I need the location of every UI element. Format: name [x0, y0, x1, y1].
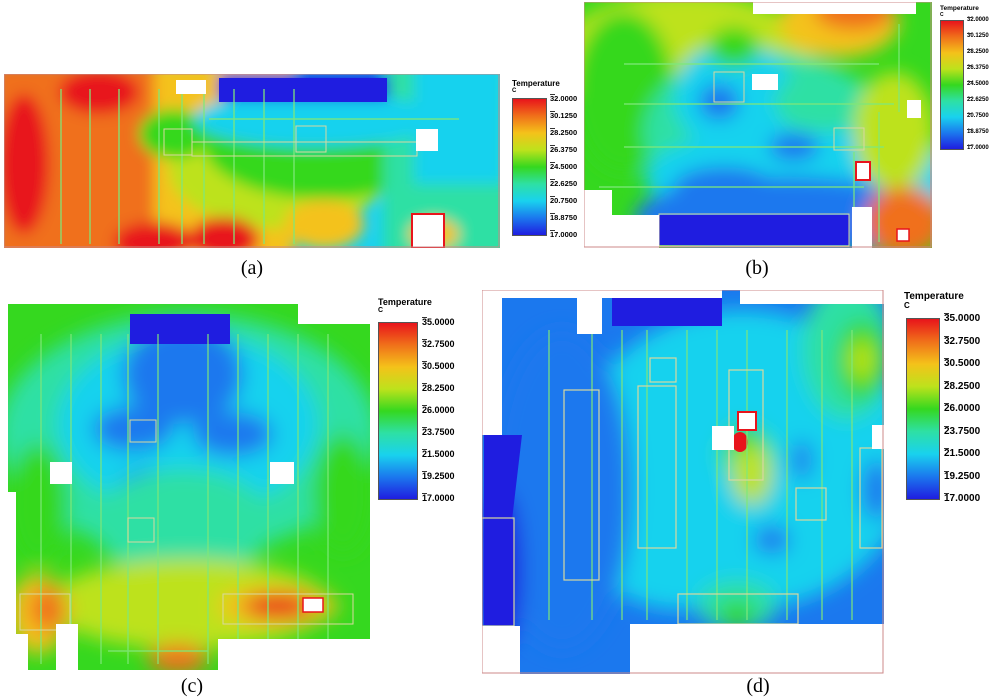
legend-tick: 30.1250	[967, 33, 989, 39]
legend-tick: 30.5000	[422, 361, 455, 371]
legend-tick: 22.6250	[967, 97, 989, 103]
legend-tick: 35.0000	[422, 317, 455, 327]
temperature-contour-map-c	[8, 294, 370, 670]
legend-tick: 23.7500	[944, 425, 981, 437]
legend-tick: 28.2500	[944, 380, 981, 392]
legend-title: Temperature	[904, 291, 964, 302]
legend-tick: 26.0000	[422, 405, 455, 415]
legend-tick: 18.8750	[967, 129, 989, 135]
temperature-contour-map-d	[482, 290, 884, 674]
legend-title: Temperature	[940, 5, 979, 12]
legend-unit: C	[378, 307, 384, 314]
legend-tick: 32.0000	[550, 94, 578, 103]
legend-tick: 17.0000	[944, 493, 981, 504]
legend-tick: 17.0000	[550, 230, 578, 239]
legend-tick: 35.0000	[944, 313, 981, 324]
legend-tick: 20.7500	[550, 196, 578, 205]
panel-caption-a: (a)	[240, 257, 264, 279]
legend-tick: 26.3750	[550, 145, 578, 154]
legend-tick: 32.7500	[422, 339, 455, 349]
legend-tick: 21.5000	[944, 448, 981, 459]
legend-color-bar	[378, 322, 418, 500]
temperature-legend-d: Temperature C 35.0000 32.7500 30.5000 28…	[904, 292, 998, 506]
legend-tick: 26.0000	[944, 403, 981, 414]
legend-tick: 28.2500	[550, 128, 578, 137]
legend-tick: 28.2500	[967, 49, 989, 55]
legend-tick: 24.5000	[550, 162, 578, 171]
legend-tick: 30.1250	[550, 111, 578, 120]
temperature-contour-map-a	[4, 74, 500, 248]
legend-tick: 17.0000	[967, 145, 989, 151]
legend-tick: 17.0000	[422, 493, 455, 503]
legend-unit: C	[904, 301, 910, 310]
legend-title: Temperature	[378, 297, 432, 307]
temperature-legend-a: Temperature C 32.0000 30.1250 28.2500 26…	[512, 80, 592, 240]
legend-tick: 24.5000	[967, 81, 989, 87]
legend-tick: 20.7500	[967, 113, 989, 119]
legend-tick: 19.2500	[422, 471, 455, 481]
legend-tick: 32.0000	[967, 17, 989, 23]
legend-tick: 32.7500	[944, 335, 981, 347]
legend-tick: 19.2500	[944, 470, 981, 482]
legend-tick: 18.8750	[550, 213, 578, 222]
legend-tick: 22.6250	[550, 179, 578, 188]
panel-caption-b: (b)	[745, 257, 769, 279]
temperature-legend-c: Temperature C 35.0000 32.7500 30.5000 28…	[378, 298, 468, 508]
legend-tick: 23.7500	[422, 427, 455, 437]
legend-color-bar	[512, 98, 547, 236]
temperature-contour-map-b	[584, 2, 932, 248]
legend-color-bar	[940, 20, 964, 150]
legend-title: Temperature	[512, 79, 560, 88]
legend-tick: 30.5000	[944, 358, 981, 369]
panel-caption-d: (d)	[746, 675, 770, 697]
legend-tick: 26.3750	[967, 65, 989, 71]
legend-unit: C	[940, 11, 944, 18]
legend-tick: 21.5000	[422, 449, 455, 459]
temperature-legend-b: Temperature C 32.0000 30.1250 28.2500 26…	[940, 5, 998, 156]
panel-caption-c: (c)	[180, 675, 204, 697]
legend-unit: C	[512, 88, 517, 94]
legend-color-bar	[906, 318, 940, 500]
legend-tick: 28.2500	[422, 383, 455, 393]
